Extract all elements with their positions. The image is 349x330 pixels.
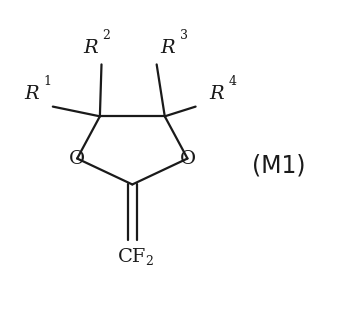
Text: 4: 4 (228, 75, 236, 88)
Text: R: R (209, 84, 224, 103)
Text: R: R (24, 84, 39, 103)
Text: R: R (83, 39, 97, 57)
Text: 1: 1 (43, 75, 51, 88)
Text: 2: 2 (145, 255, 153, 268)
Text: 3: 3 (180, 29, 187, 42)
Text: (M1): (M1) (252, 153, 305, 177)
Text: 2: 2 (102, 29, 110, 42)
Text: O: O (69, 149, 85, 168)
Text: CF: CF (118, 248, 147, 266)
Text: R: R (161, 39, 175, 57)
Text: O: O (179, 149, 195, 168)
